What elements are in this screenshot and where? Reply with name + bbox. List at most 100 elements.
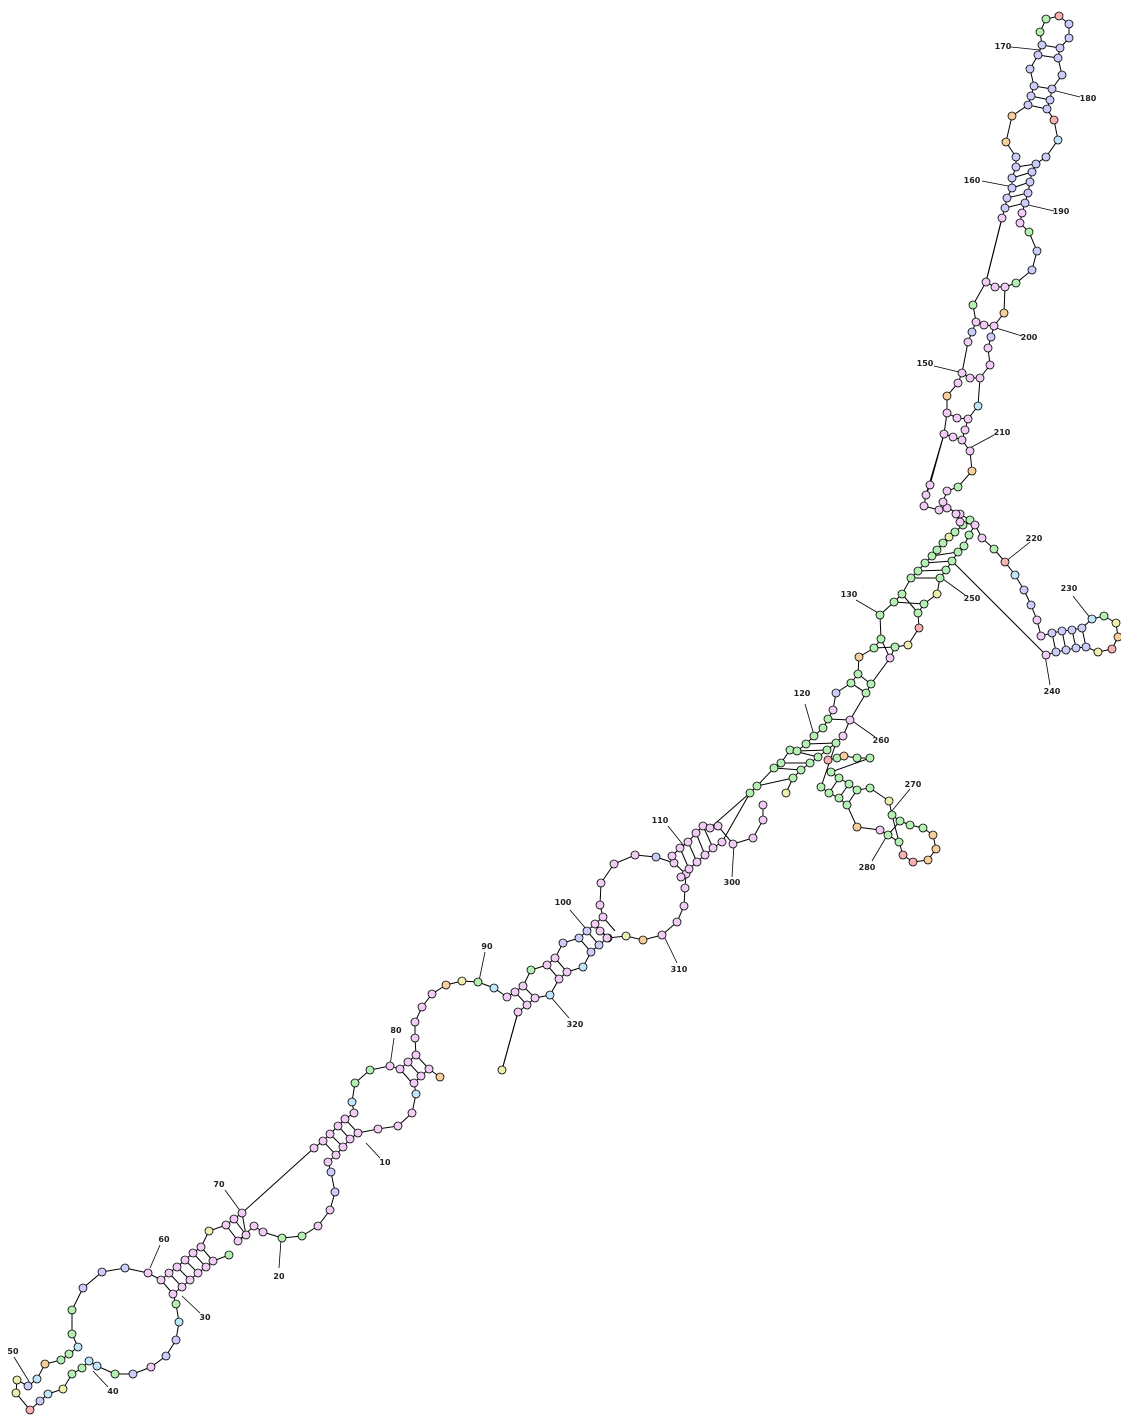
- nucleotide: [941, 565, 951, 575]
- nucleotide: [297, 1231, 307, 1241]
- nucleotide: [590, 919, 600, 929]
- nucleotide: [1023, 188, 1033, 198]
- nucleotide: [174, 1317, 184, 1327]
- nucleotide: [816, 782, 826, 792]
- nucleotide: [164, 1268, 174, 1278]
- nucleotide: [172, 1262, 182, 1272]
- nucleotide: [73, 1342, 83, 1352]
- backbone-strand: [785, 524, 976, 794]
- nucleotide: [691, 828, 701, 838]
- nucleotide: [1037, 40, 1047, 50]
- nucleotide: [938, 538, 948, 548]
- position-tick: [804, 703, 815, 736]
- position-tick: [478, 951, 486, 982]
- base-pair-line: [917, 569, 947, 572]
- nucleotide: [193, 1268, 203, 1278]
- nucleotide: [938, 497, 948, 507]
- backbone-link: [985, 217, 1003, 283]
- nucleotide: [1041, 14, 1051, 24]
- nucleotide: [385, 1061, 395, 1071]
- backbone-strand: [413, 1068, 441, 1084]
- nucleotide: [796, 765, 806, 775]
- nucleotide: [595, 900, 605, 910]
- nucleotide: [989, 544, 999, 554]
- nucleotide: [171, 1335, 181, 1345]
- position-tick: [1072, 595, 1092, 620]
- position-tick: [365, 1142, 381, 1159]
- nucleotide: [110, 1369, 120, 1379]
- position-label: 210: [994, 428, 1011, 437]
- nucleotide: [596, 878, 606, 888]
- nucleotide: [32, 1374, 42, 1384]
- nucleotide: [43, 1389, 53, 1399]
- position-label: 80: [390, 1026, 402, 1035]
- nucleotide: [313, 1221, 323, 1231]
- backbone-link: [241, 1147, 315, 1214]
- nucleotide: [277, 1233, 287, 1243]
- nucleotide: [1064, 19, 1074, 29]
- nucleotide: [932, 545, 942, 555]
- nucleotide: [801, 739, 811, 749]
- nucleotide: [23, 1381, 33, 1391]
- nucleotide: [1041, 152, 1051, 162]
- nucleotide: [441, 980, 451, 990]
- nucleotide: [120, 1263, 130, 1273]
- position-tick: [662, 933, 678, 964]
- nucleotide: [1111, 618, 1121, 628]
- nucleotide: [1024, 227, 1034, 237]
- nucleotide: [999, 308, 1009, 318]
- backbone-strand: [974, 524, 1119, 656]
- nucleotide: [831, 688, 841, 698]
- nucleotide: [417, 1002, 427, 1012]
- nucleotide: [489, 983, 499, 993]
- nucleotide: [692, 857, 702, 867]
- nucleotide: [35, 1396, 45, 1406]
- nucleotide: [769, 763, 779, 773]
- position-tick: [389, 1037, 395, 1067]
- position-tick: [149, 1244, 161, 1269]
- nucleotide: [502, 992, 512, 1002]
- nucleotide: [1007, 183, 1017, 193]
- position-tick: [1044, 654, 1051, 686]
- nucleotide: [395, 1064, 405, 1074]
- nucleotide: [842, 800, 852, 810]
- nucleotide: [985, 360, 995, 370]
- backbone-strands: [15, 15, 1119, 1411]
- nucleotide: [208, 1256, 218, 1266]
- nucleotide: [927, 551, 937, 561]
- nucleotide: [161, 1351, 171, 1361]
- nucleotide: [237, 1208, 247, 1218]
- nucleotide: [894, 837, 904, 847]
- nucleotide: [1047, 628, 1057, 638]
- position-tick: [731, 844, 735, 878]
- nucleotide: [409, 1078, 419, 1088]
- nucleotide: [705, 823, 715, 833]
- nucleotide: [25, 1405, 35, 1415]
- nucleotide: [918, 823, 928, 833]
- nucleotide: [318, 1136, 328, 1146]
- nucleotide: [781, 788, 791, 798]
- nucleotide: [258, 1227, 268, 1237]
- nucleotide: [967, 327, 977, 337]
- position-tick: [890, 788, 911, 813]
- nucleotide: [887, 810, 897, 820]
- nucleotide: [963, 337, 973, 347]
- nucleotide: [1007, 173, 1017, 183]
- nucleotide: [657, 930, 667, 940]
- nucleotide: [1020, 198, 1030, 208]
- nucleotide: [679, 901, 689, 911]
- nucleotide: [330, 1187, 340, 1197]
- nucleotide: [875, 825, 885, 835]
- nucleotide: [965, 446, 975, 456]
- nucleotide: [853, 669, 863, 679]
- nucleotide: [960, 425, 970, 435]
- position-tick: [278, 1239, 282, 1269]
- nucleotide: [950, 527, 960, 537]
- nucleotide: [1041, 650, 1051, 660]
- nucleotide: [582, 926, 592, 936]
- position-label: 110: [652, 816, 669, 825]
- nucleotide: [823, 714, 833, 724]
- nucleotide: [554, 974, 564, 984]
- nucleotide: [333, 1121, 343, 1131]
- nucleotide: [965, 373, 975, 383]
